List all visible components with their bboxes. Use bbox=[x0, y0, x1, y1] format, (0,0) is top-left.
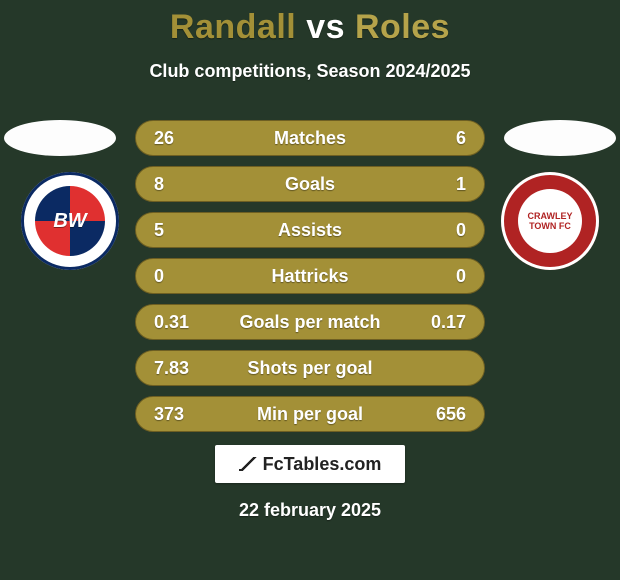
stat-value-left: 5 bbox=[154, 220, 190, 241]
brand-text: FcTables.com bbox=[263, 454, 382, 475]
stat-row: 8 Goals 1 bbox=[135, 166, 485, 202]
brand-badge: FcTables.com bbox=[215, 445, 405, 483]
stat-label: Shots per goal bbox=[247, 358, 372, 379]
stat-label: Hattricks bbox=[271, 266, 348, 287]
stat-row: 0 Hattricks 0 bbox=[135, 258, 485, 294]
page-title: Randall vs Roles bbox=[0, 8, 620, 47]
stat-value-left: 0 bbox=[154, 266, 190, 287]
stat-row: 7.83 Shots per goal bbox=[135, 350, 485, 386]
club-crest-left-inner bbox=[35, 186, 105, 256]
stat-value-right: 0 bbox=[430, 266, 466, 287]
player-ellipse-left bbox=[4, 120, 116, 156]
stat-value-right: 0 bbox=[430, 220, 466, 241]
stat-row: 26 Matches 6 bbox=[135, 120, 485, 156]
club-crest-right: CRAWLEY TOWN FC bbox=[501, 172, 599, 270]
stat-value-right: 0.17 bbox=[430, 312, 466, 333]
stat-row: 0.31 Goals per match 0.17 bbox=[135, 304, 485, 340]
date-text: 22 february 2025 bbox=[0, 500, 620, 521]
stat-label: Assists bbox=[278, 220, 342, 241]
subtitle: Club competitions, Season 2024/2025 bbox=[0, 61, 620, 82]
stat-value-left: 8 bbox=[154, 174, 190, 195]
stat-row: 373 Min per goal 656 bbox=[135, 396, 485, 432]
stat-value-left: 0.31 bbox=[154, 312, 190, 333]
brand-logo-icon bbox=[239, 457, 257, 471]
stat-value-right: 656 bbox=[430, 404, 466, 425]
club-crest-right-inner: CRAWLEY TOWN FC bbox=[518, 189, 582, 253]
stat-value-left: 373 bbox=[154, 404, 190, 425]
stats-table: 26 Matches 6 8 Goals 1 5 Assists 0 0 Hattricks 0 0.3… bbox=[135, 120, 485, 442]
stat-label: Matches bbox=[274, 128, 346, 149]
stat-label: Min per goal bbox=[257, 404, 363, 425]
stat-value-left: 7.83 bbox=[154, 358, 190, 379]
stat-value-right: 1 bbox=[430, 174, 466, 195]
stat-value-left: 26 bbox=[154, 128, 190, 149]
stat-value-right: 6 bbox=[430, 128, 466, 149]
stat-label: Goals per match bbox=[239, 312, 380, 333]
stat-row: 5 Assists 0 bbox=[135, 212, 485, 248]
title-right: Roles bbox=[355, 8, 450, 46]
stat-label: Goals bbox=[285, 174, 335, 195]
player-ellipse-right bbox=[504, 120, 616, 156]
title-vs: vs bbox=[306, 8, 345, 46]
canvas: Randall vs Roles Club competitions, Seas… bbox=[0, 0, 620, 580]
title-left: Randall bbox=[170, 8, 296, 46]
club-crest-left bbox=[21, 172, 119, 270]
